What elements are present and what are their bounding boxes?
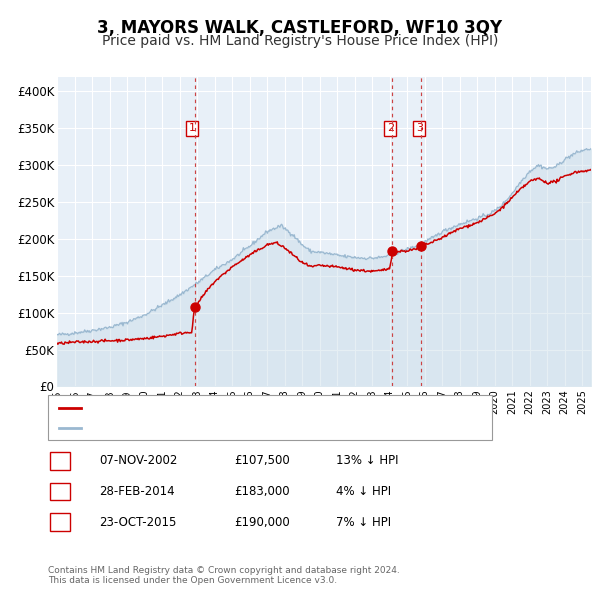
Text: 4% ↓ HPI: 4% ↓ HPI bbox=[336, 485, 391, 498]
Text: 7% ↓ HPI: 7% ↓ HPI bbox=[336, 516, 391, 529]
Text: 28-FEB-2014: 28-FEB-2014 bbox=[99, 485, 175, 498]
Text: 2: 2 bbox=[387, 123, 394, 133]
Text: 1: 1 bbox=[189, 123, 196, 133]
Text: 1: 1 bbox=[56, 454, 64, 467]
Text: 2: 2 bbox=[56, 485, 64, 498]
Text: 3: 3 bbox=[416, 123, 423, 133]
Text: 3: 3 bbox=[56, 516, 64, 529]
Text: 3, MAYORS WALK, CASTLEFORD, WF10 3QY: 3, MAYORS WALK, CASTLEFORD, WF10 3QY bbox=[97, 19, 503, 37]
Text: £190,000: £190,000 bbox=[234, 516, 290, 529]
Text: 07-NOV-2002: 07-NOV-2002 bbox=[99, 454, 178, 467]
Text: HPI: Average price, detached house, Wakefield: HPI: Average price, detached house, Wake… bbox=[85, 422, 341, 432]
Text: £183,000: £183,000 bbox=[234, 485, 290, 498]
Text: 13% ↓ HPI: 13% ↓ HPI bbox=[336, 454, 398, 467]
Text: Contains HM Land Registry data © Crown copyright and database right 2024.
This d: Contains HM Land Registry data © Crown c… bbox=[48, 566, 400, 585]
Text: £107,500: £107,500 bbox=[234, 454, 290, 467]
Text: Price paid vs. HM Land Registry's House Price Index (HPI): Price paid vs. HM Land Registry's House … bbox=[102, 34, 498, 48]
Text: 23-OCT-2015: 23-OCT-2015 bbox=[99, 516, 176, 529]
Text: 3, MAYORS WALK, CASTLEFORD, WF10 3QY (detached house): 3, MAYORS WALK, CASTLEFORD, WF10 3QY (de… bbox=[85, 403, 421, 412]
